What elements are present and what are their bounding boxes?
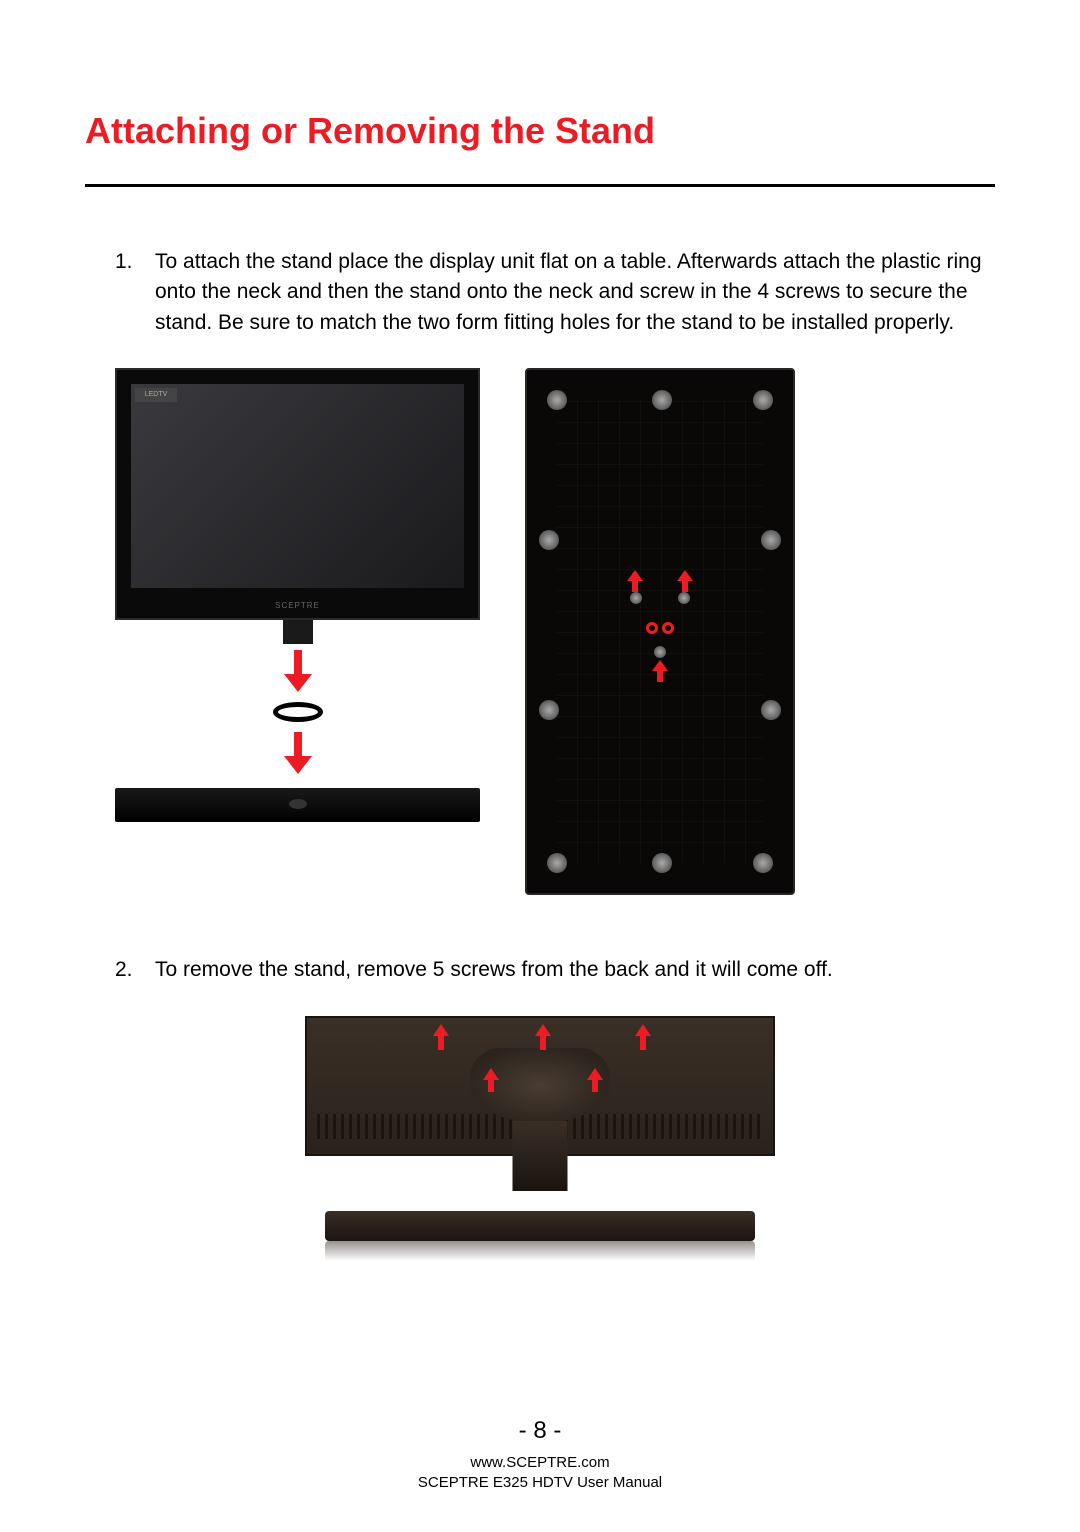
up-arrow-icon	[635, 1024, 651, 1050]
figure-row-2	[85, 1016, 995, 1261]
up-arrow-icon	[535, 1024, 551, 1050]
step-2: 2. To remove the stand, remove 5 screws …	[85, 955, 995, 985]
screw-hole	[539, 700, 559, 720]
tv-badge: LEDTV	[135, 388, 177, 402]
tv-brand-logo: SCEPTRE	[275, 601, 320, 610]
tv-screen	[131, 384, 464, 588]
tv-back-assembly	[305, 1016, 775, 1261]
screw-hole	[753, 390, 773, 410]
tv-front-assembly: LEDTV SCEPTRE	[115, 368, 480, 822]
figure-row-1: LEDTV SCEPTRE	[115, 368, 995, 895]
step-text: To remove the stand, remove 5 screws fro…	[155, 955, 995, 985]
up-arrow-icon	[587, 1068, 603, 1092]
down-arrow-icon	[284, 650, 312, 692]
form-hole-marker	[662, 622, 674, 634]
up-arrow-icon	[627, 570, 643, 592]
up-arrow-icon	[483, 1068, 499, 1092]
plastic-ring	[273, 702, 323, 722]
page-number: - 8 -	[0, 1417, 1080, 1445]
stand-reflection	[325, 1241, 755, 1261]
step-number: 1.	[115, 247, 155, 338]
screw-hole	[654, 646, 666, 658]
stand-base-back	[325, 1211, 755, 1241]
footer-url: www.SCEPTRE.com	[0, 1453, 1080, 1473]
page-footer: - 8 - www.SCEPTRE.com SCEPTRE E325 HDTV …	[0, 1417, 1080, 1492]
base-hole	[289, 799, 307, 809]
screw-hole	[761, 700, 781, 720]
mount-center	[620, 592, 700, 672]
section-divider	[85, 184, 995, 187]
stand-base	[115, 788, 480, 822]
screw-hole	[547, 853, 567, 873]
screw-hole	[753, 853, 773, 873]
up-arrow-icon	[652, 660, 668, 682]
up-arrow-icon	[677, 570, 693, 592]
screw-hole	[761, 530, 781, 550]
down-arrow-icon	[284, 732, 312, 774]
step-text: To attach the stand place the display un…	[155, 247, 995, 338]
screw-hole	[652, 853, 672, 873]
tv-front-view: LEDTV SCEPTRE	[115, 368, 480, 620]
screw-hole	[630, 592, 642, 604]
tv-neck	[283, 618, 313, 644]
step-1: 1. To attach the stand place the display…	[85, 247, 995, 338]
stand-bottom-view	[525, 368, 795, 895]
screw-hole	[678, 592, 690, 604]
footer-manual: SCEPTRE E325 HDTV User Manual	[0, 1473, 1080, 1493]
screw-hole	[539, 530, 559, 550]
up-arrow-icon	[433, 1024, 449, 1050]
form-hole-marker	[646, 622, 658, 634]
stand-neck-back	[513, 1121, 568, 1191]
step-number: 2.	[115, 955, 155, 985]
page-title: Attaching or Removing the Stand	[85, 110, 995, 152]
